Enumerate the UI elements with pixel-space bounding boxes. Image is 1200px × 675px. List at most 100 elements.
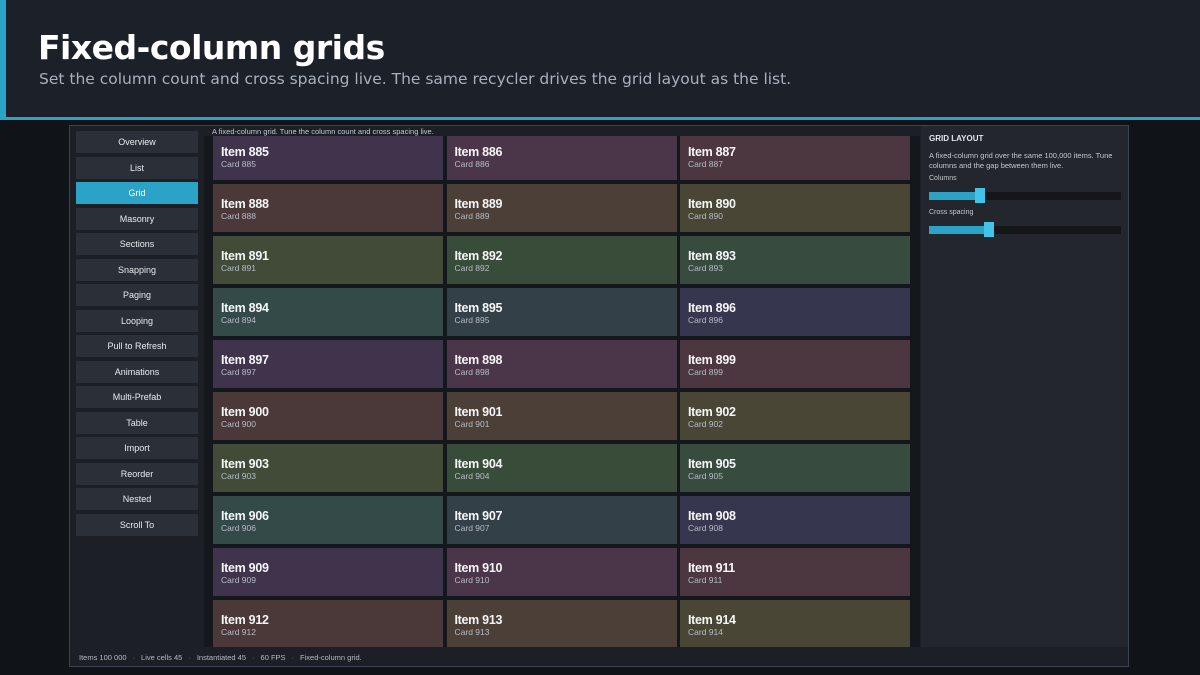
grid-card[interactable]: Item 886 Card 886 [446,136,677,180]
grid-card[interactable]: Item 887 Card 887 [680,136,910,180]
grid-card[interactable]: Item 898 Card 898 [446,340,677,388]
grid-card[interactable]: Item 902 Card 902 [680,392,910,440]
card-subtitle: Card 890 [688,211,723,221]
card-title: Item 889 [454,197,503,211]
cross-spacing-slider-fill [929,226,989,234]
card-title: Item 906 [221,509,269,523]
sidebar-item-multi-prefab[interactable]: Multi-Prefab [76,386,198,408]
card-title: Item 899 [688,353,736,367]
sidebar-item-table[interactable]: Table [76,411,198,434]
card-title: Item 886 [454,145,503,159]
grid-card[interactable]: Item 889 Card 889 [446,184,677,232]
card-title: Item 887 [688,145,736,159]
grid-card[interactable]: Item 896 Card 896 [680,288,910,336]
card-subtitle: Card 909 [221,575,256,585]
card-subtitle: Card 898 [454,367,490,377]
grid-card[interactable]: Item 892 Card 892 [446,236,677,284]
sidebar-item-scroll-to[interactable]: Scroll To [76,513,198,536]
grid-card[interactable]: Item 914 Card 914 [680,600,910,647]
grid-card[interactable]: Item 897 Card 897 [213,340,443,388]
card-title: Item 913 [454,613,503,627]
columns-slider[interactable] [929,188,1121,203]
card-subtitle: Card 905 [688,471,723,481]
card-title: Item 914 [688,613,736,627]
card-subtitle: Card 911 [688,575,723,585]
grid-card[interactable]: Item 891 Card 891 [213,236,443,284]
card-subtitle: Card 892 [454,263,490,273]
columns-label: Columns [929,175,957,182]
sidebar-item-looping[interactable]: Looping [76,309,198,332]
status-bar: Items 100 000 · Live cells 45 · Instantiated… [79,653,362,662]
card-title: Item 888 [221,197,269,211]
sidebar-item-masonry[interactable]: Masonry [76,207,198,230]
card-subtitle: Card 908 [688,523,723,533]
card-title: Item 898 [454,353,503,367]
card-title: Item 896 [688,301,736,315]
grid-card[interactable]: Item 901 Card 901 [446,392,677,440]
page-subtitle: Set the column count and cross spacing l… [39,70,792,88]
card-subtitle: Card 897 [221,367,256,377]
card-title: Item 901 [454,405,503,419]
sidebar-item-list[interactable]: List [76,156,198,179]
grid-card[interactable]: Item 888 Card 888 [213,184,443,232]
sidebar-nav: Overview List Grid Masonry Sections Snapping P… [76,131,198,539]
grid-card[interactable]: Item 912 Card 912 [213,600,443,647]
card-subtitle: Card 904 [454,471,490,481]
card-title: Item 895 [454,301,503,315]
sidebar-item-reorder[interactable]: Reorder [76,462,198,485]
page-title: Fixed-column grids [38,28,385,67]
grid-card[interactable]: Item 890 Card 890 [680,184,910,232]
grid-card[interactable]: Item 893 Card 893 [680,236,910,284]
card-title: Item 911 [688,561,735,575]
grid-card[interactable]: Item 913 Card 913 [446,600,677,647]
grid-card[interactable]: Item 899 Card 899 [680,340,910,388]
grid-card[interactable]: Item 895 Card 895 [446,288,677,336]
grid-scroll-viewport[interactable]: Item 885 Card 885 Item 886 Card 886 Item 887… [204,136,920,647]
card-title: Item 890 [688,197,736,211]
card-subtitle: Card 907 [454,523,490,533]
grid-card[interactable]: Item 900 Card 900 [213,392,443,440]
card-subtitle: Card 912 [221,627,256,637]
grid-card[interactable]: Item 911 Card 911 [680,548,910,596]
sidebar-item-overview[interactable]: Overview [76,131,198,153]
grid-card[interactable]: Item 894 Card 894 [213,288,443,336]
status-separator: · [252,653,255,662]
header-accent-bar [0,0,6,117]
sidebar-item-import[interactable]: Import [76,437,198,459]
sidebar-item-animations[interactable]: Animations [76,360,198,383]
grid-card[interactable]: Item 907 Card 907 [446,496,677,544]
card-subtitle: Card 910 [454,575,490,585]
sidebar-item-grid[interactable]: Grid [76,182,198,204]
status-separator: · [291,653,295,662]
grid-card[interactable]: Item 885 Card 885 [213,136,443,180]
grid-card[interactable]: Item 905 Card 905 [680,444,910,492]
card-subtitle: Card 887 [688,159,723,169]
grid-card[interactable]: Item 906 Card 906 [213,496,443,544]
card-title: Item 892 [454,249,503,263]
card-subtitle: Card 901 [454,419,490,429]
grid-card[interactable]: Item 909 Card 909 [213,548,443,596]
columns-slider-handle[interactable] [974,188,985,203]
card-title: Item 909 [221,561,269,575]
sidebar-item-pull-to-refresh[interactable]: Pull to Refresh [76,335,198,357]
cross-spacing-slider-handle[interactable] [983,222,994,237]
grid-card[interactable]: Item 908 Card 908 [680,496,910,544]
panel-description: A fixed-column grid over the same 100,00… [929,151,1113,170]
card-subtitle: Card 895 [454,315,490,325]
sidebar-item-sections[interactable]: Sections [76,233,198,255]
sidebar-item-paging[interactable]: Paging [76,284,198,306]
status-separator: · [188,653,191,662]
sidebar-item-nested[interactable]: Nested [76,488,198,510]
card-subtitle: Card 902 [688,419,723,429]
grid-card[interactable]: Item 904 Card 904 [446,444,677,492]
content-caption: A fixed-column grid. Tune the column cou… [212,127,434,136]
grid-card[interactable]: Item 910 Card 910 [446,548,677,596]
grid-card[interactable]: Item 903 Card 903 [213,444,443,492]
card-subtitle: Card 886 [454,159,490,169]
card-title: Item 902 [688,405,736,419]
cross-spacing-slider[interactable] [929,222,1121,237]
card-grid: Item 885 Card 885 Item 886 Card 886 Item 887… [213,136,910,647]
sidebar-item-snapping[interactable]: Snapping [76,258,198,281]
demo-window: Overview List Grid Masonry Sections Snapping P… [69,125,1129,667]
card-title: Item 897 [221,353,269,367]
